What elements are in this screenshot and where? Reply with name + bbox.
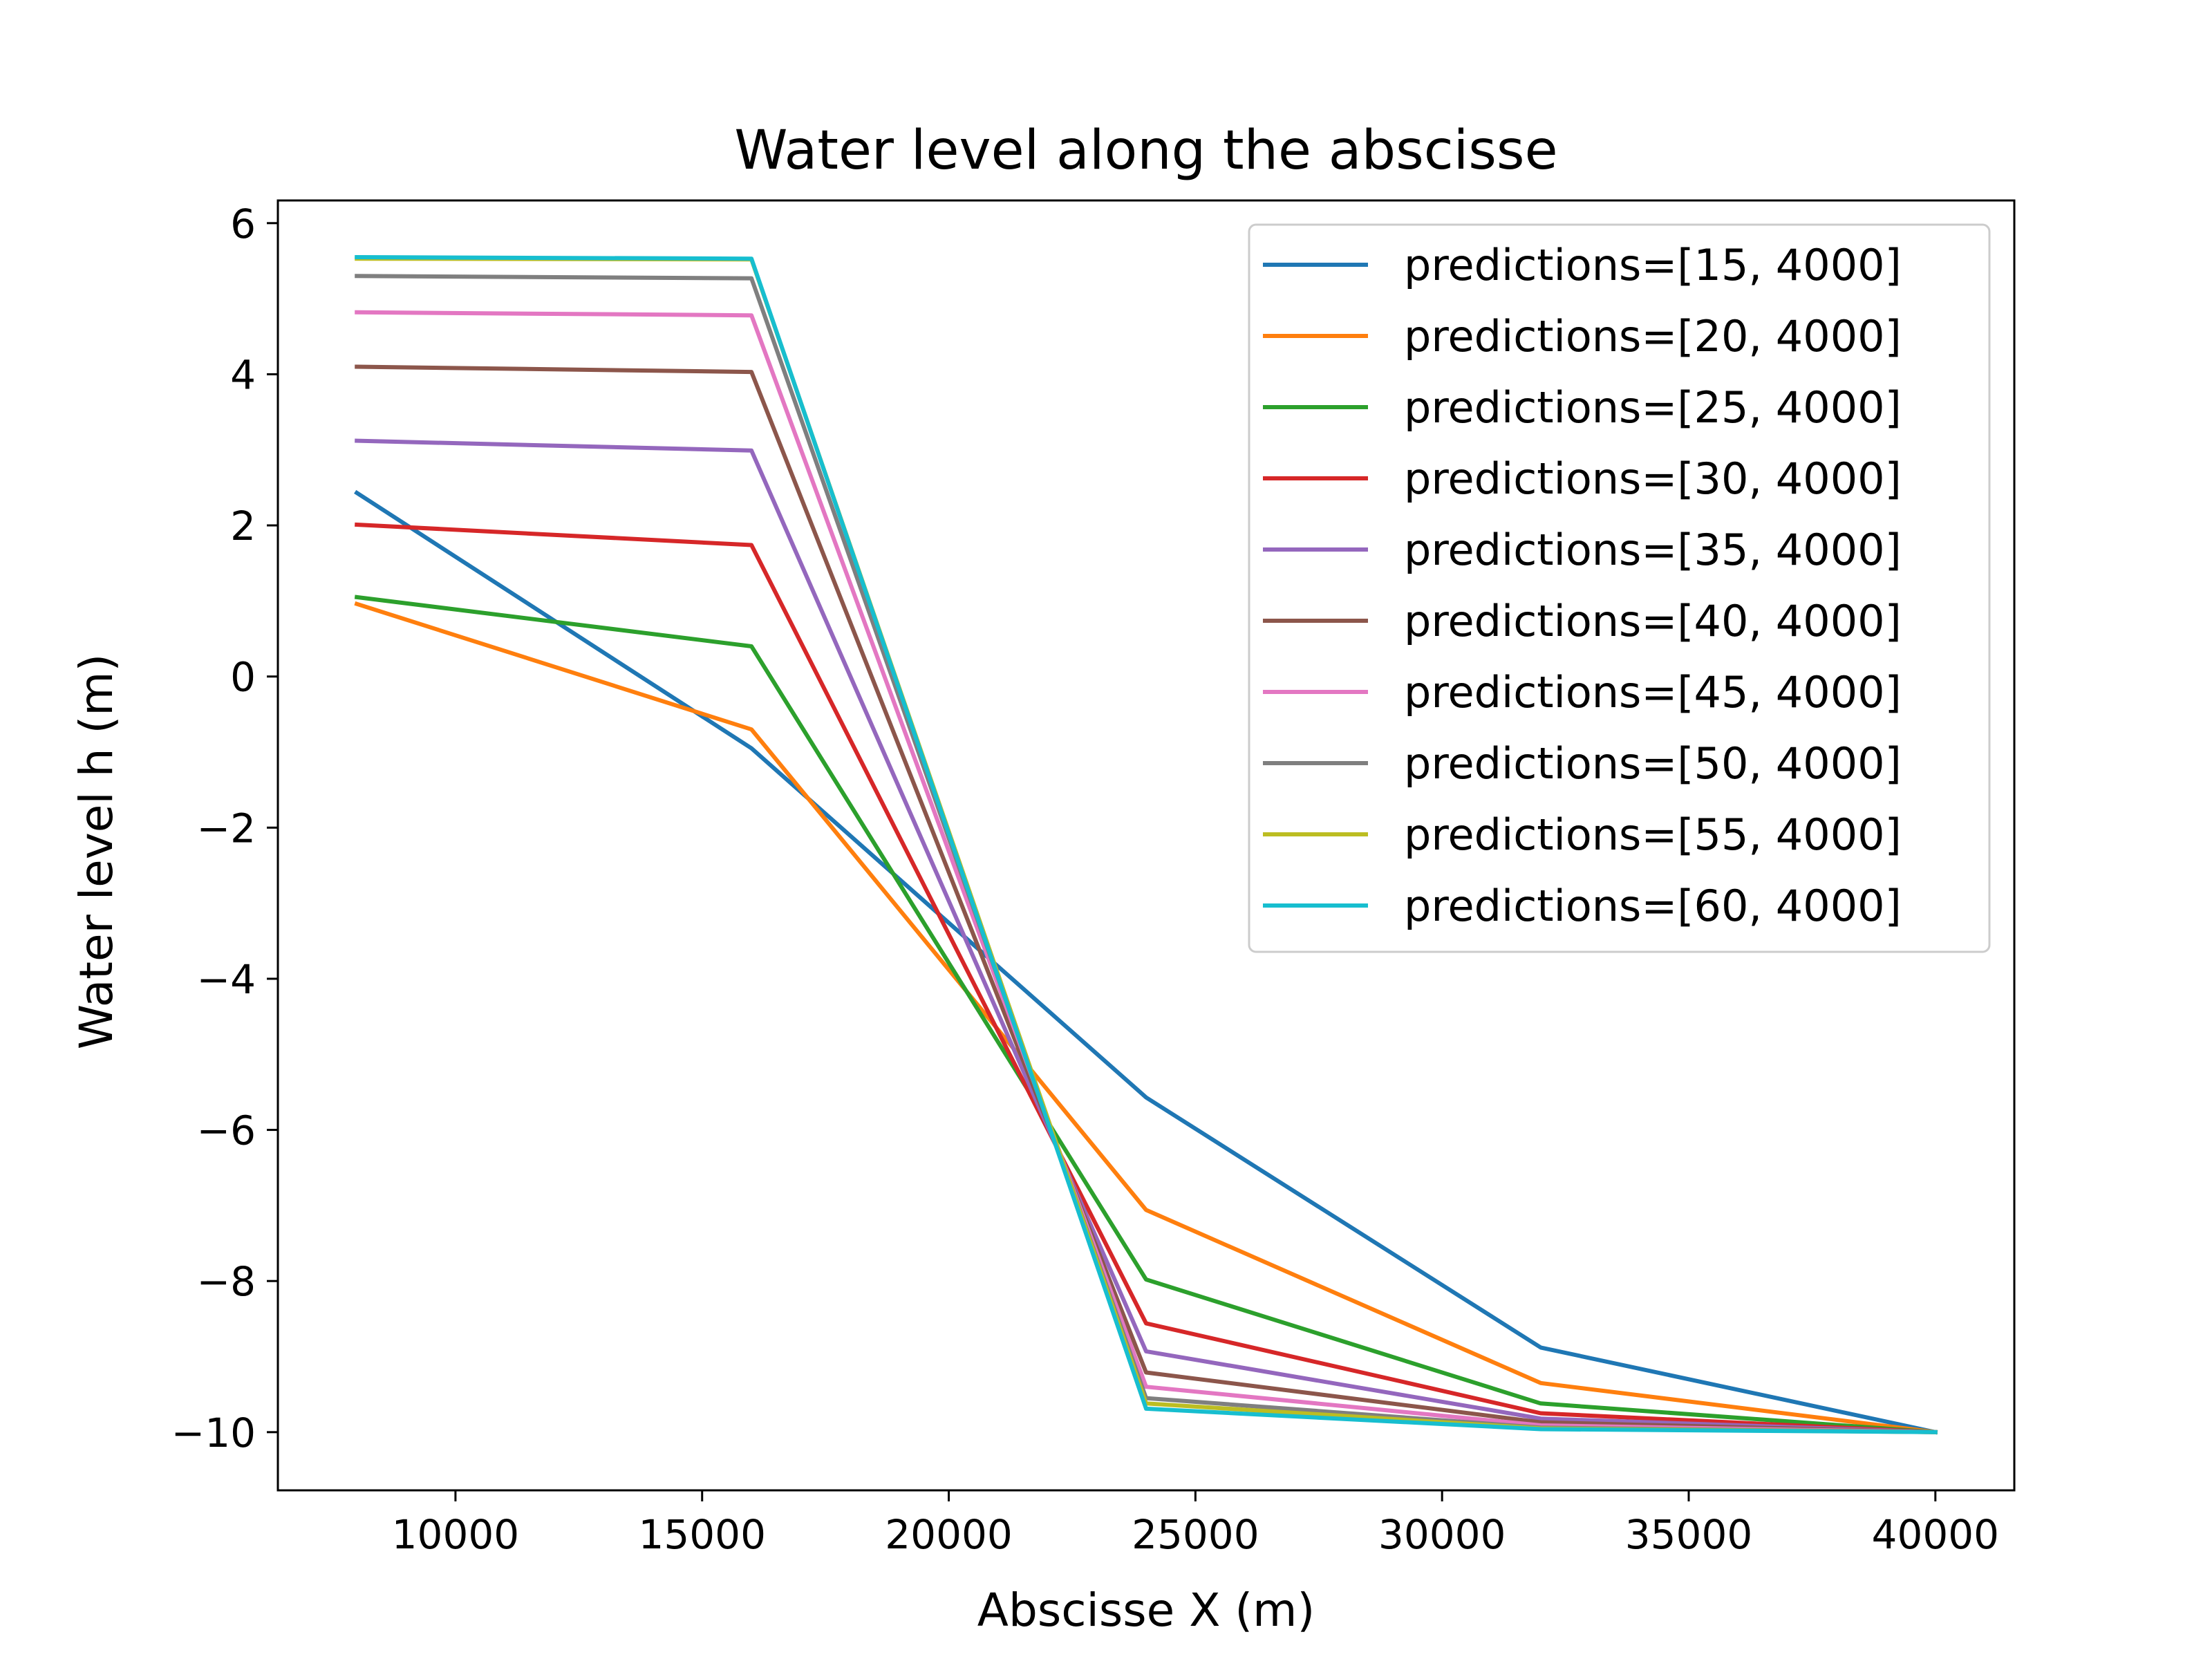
y-tick-label: −2 bbox=[197, 805, 256, 852]
series-line-1 bbox=[354, 489, 1938, 1435]
y-axis-label: Water level h (m) bbox=[70, 654, 123, 1050]
plot-area-frame bbox=[276, 199, 2016, 1492]
y-tick-label: 2 bbox=[230, 503, 256, 550]
y-axis-ticks: 6 4 2 0 −2 −4 −6 −8 −10 bbox=[171, 200, 278, 1456]
legend-label-2: predictions=[20, 4000] bbox=[1404, 311, 1902, 362]
y-tick-label: −4 bbox=[197, 956, 256, 1003]
series-line-2 bbox=[354, 601, 1938, 1435]
legend-label-10: predictions=[60, 4000] bbox=[1404, 881, 1902, 931]
chart-title: Water level along the abscisse bbox=[734, 120, 1557, 182]
series-line-5 bbox=[355, 438, 1938, 1434]
x-axis-ticks: 10000 15000 20000 25000 30000 35000 40000 bbox=[392, 1490, 1999, 1558]
x-axis-label: Abscisse X (m) bbox=[977, 1584, 1315, 1637]
x-tick-label: 10000 bbox=[392, 1511, 520, 1558]
x-tick-label: 35000 bbox=[1625, 1511, 1753, 1558]
legend: predictions=[15, 4000] predictions=[20, 4… bbox=[1248, 223, 1991, 953]
legend-label-1: predictions=[15, 4000] bbox=[1404, 240, 1902, 290]
y-tick-label: 0 bbox=[230, 654, 256, 701]
x-tick-label: 40000 bbox=[1872, 1511, 2000, 1558]
legend-label-8: predictions=[50, 4000] bbox=[1404, 738, 1902, 789]
y-tick-label: −8 bbox=[197, 1258, 256, 1305]
series-line-10 bbox=[355, 254, 1938, 1434]
y-tick-label: −6 bbox=[197, 1107, 256, 1154]
y-tick-label: 4 bbox=[230, 351, 256, 398]
x-tick-label: 20000 bbox=[885, 1511, 1013, 1558]
legend-box bbox=[1248, 223, 1991, 953]
x-tick-label: 30000 bbox=[1378, 1511, 1506, 1558]
legend-label-7: predictions=[45, 4000] bbox=[1404, 667, 1902, 718]
y-tick-label: −10 bbox=[171, 1409, 256, 1456]
series-line-4 bbox=[355, 522, 1938, 1434]
x-tick-label: 15000 bbox=[638, 1511, 766, 1558]
data-series bbox=[354, 254, 1938, 1435]
y-tick-label: 6 bbox=[230, 200, 256, 247]
legend-label-6: predictions=[40, 4000] bbox=[1404, 596, 1902, 646]
legend-label-3: predictions=[25, 4000] bbox=[1404, 382, 1902, 433]
legend-label-5: predictions=[35, 4000] bbox=[1404, 525, 1902, 575]
x-tick-label: 25000 bbox=[1132, 1511, 1259, 1558]
series-line-3 bbox=[354, 594, 1938, 1435]
legend-label-4: predictions=[30, 4000] bbox=[1404, 453, 1902, 504]
legend-label-9: predictions=[55, 4000] bbox=[1404, 809, 1902, 860]
